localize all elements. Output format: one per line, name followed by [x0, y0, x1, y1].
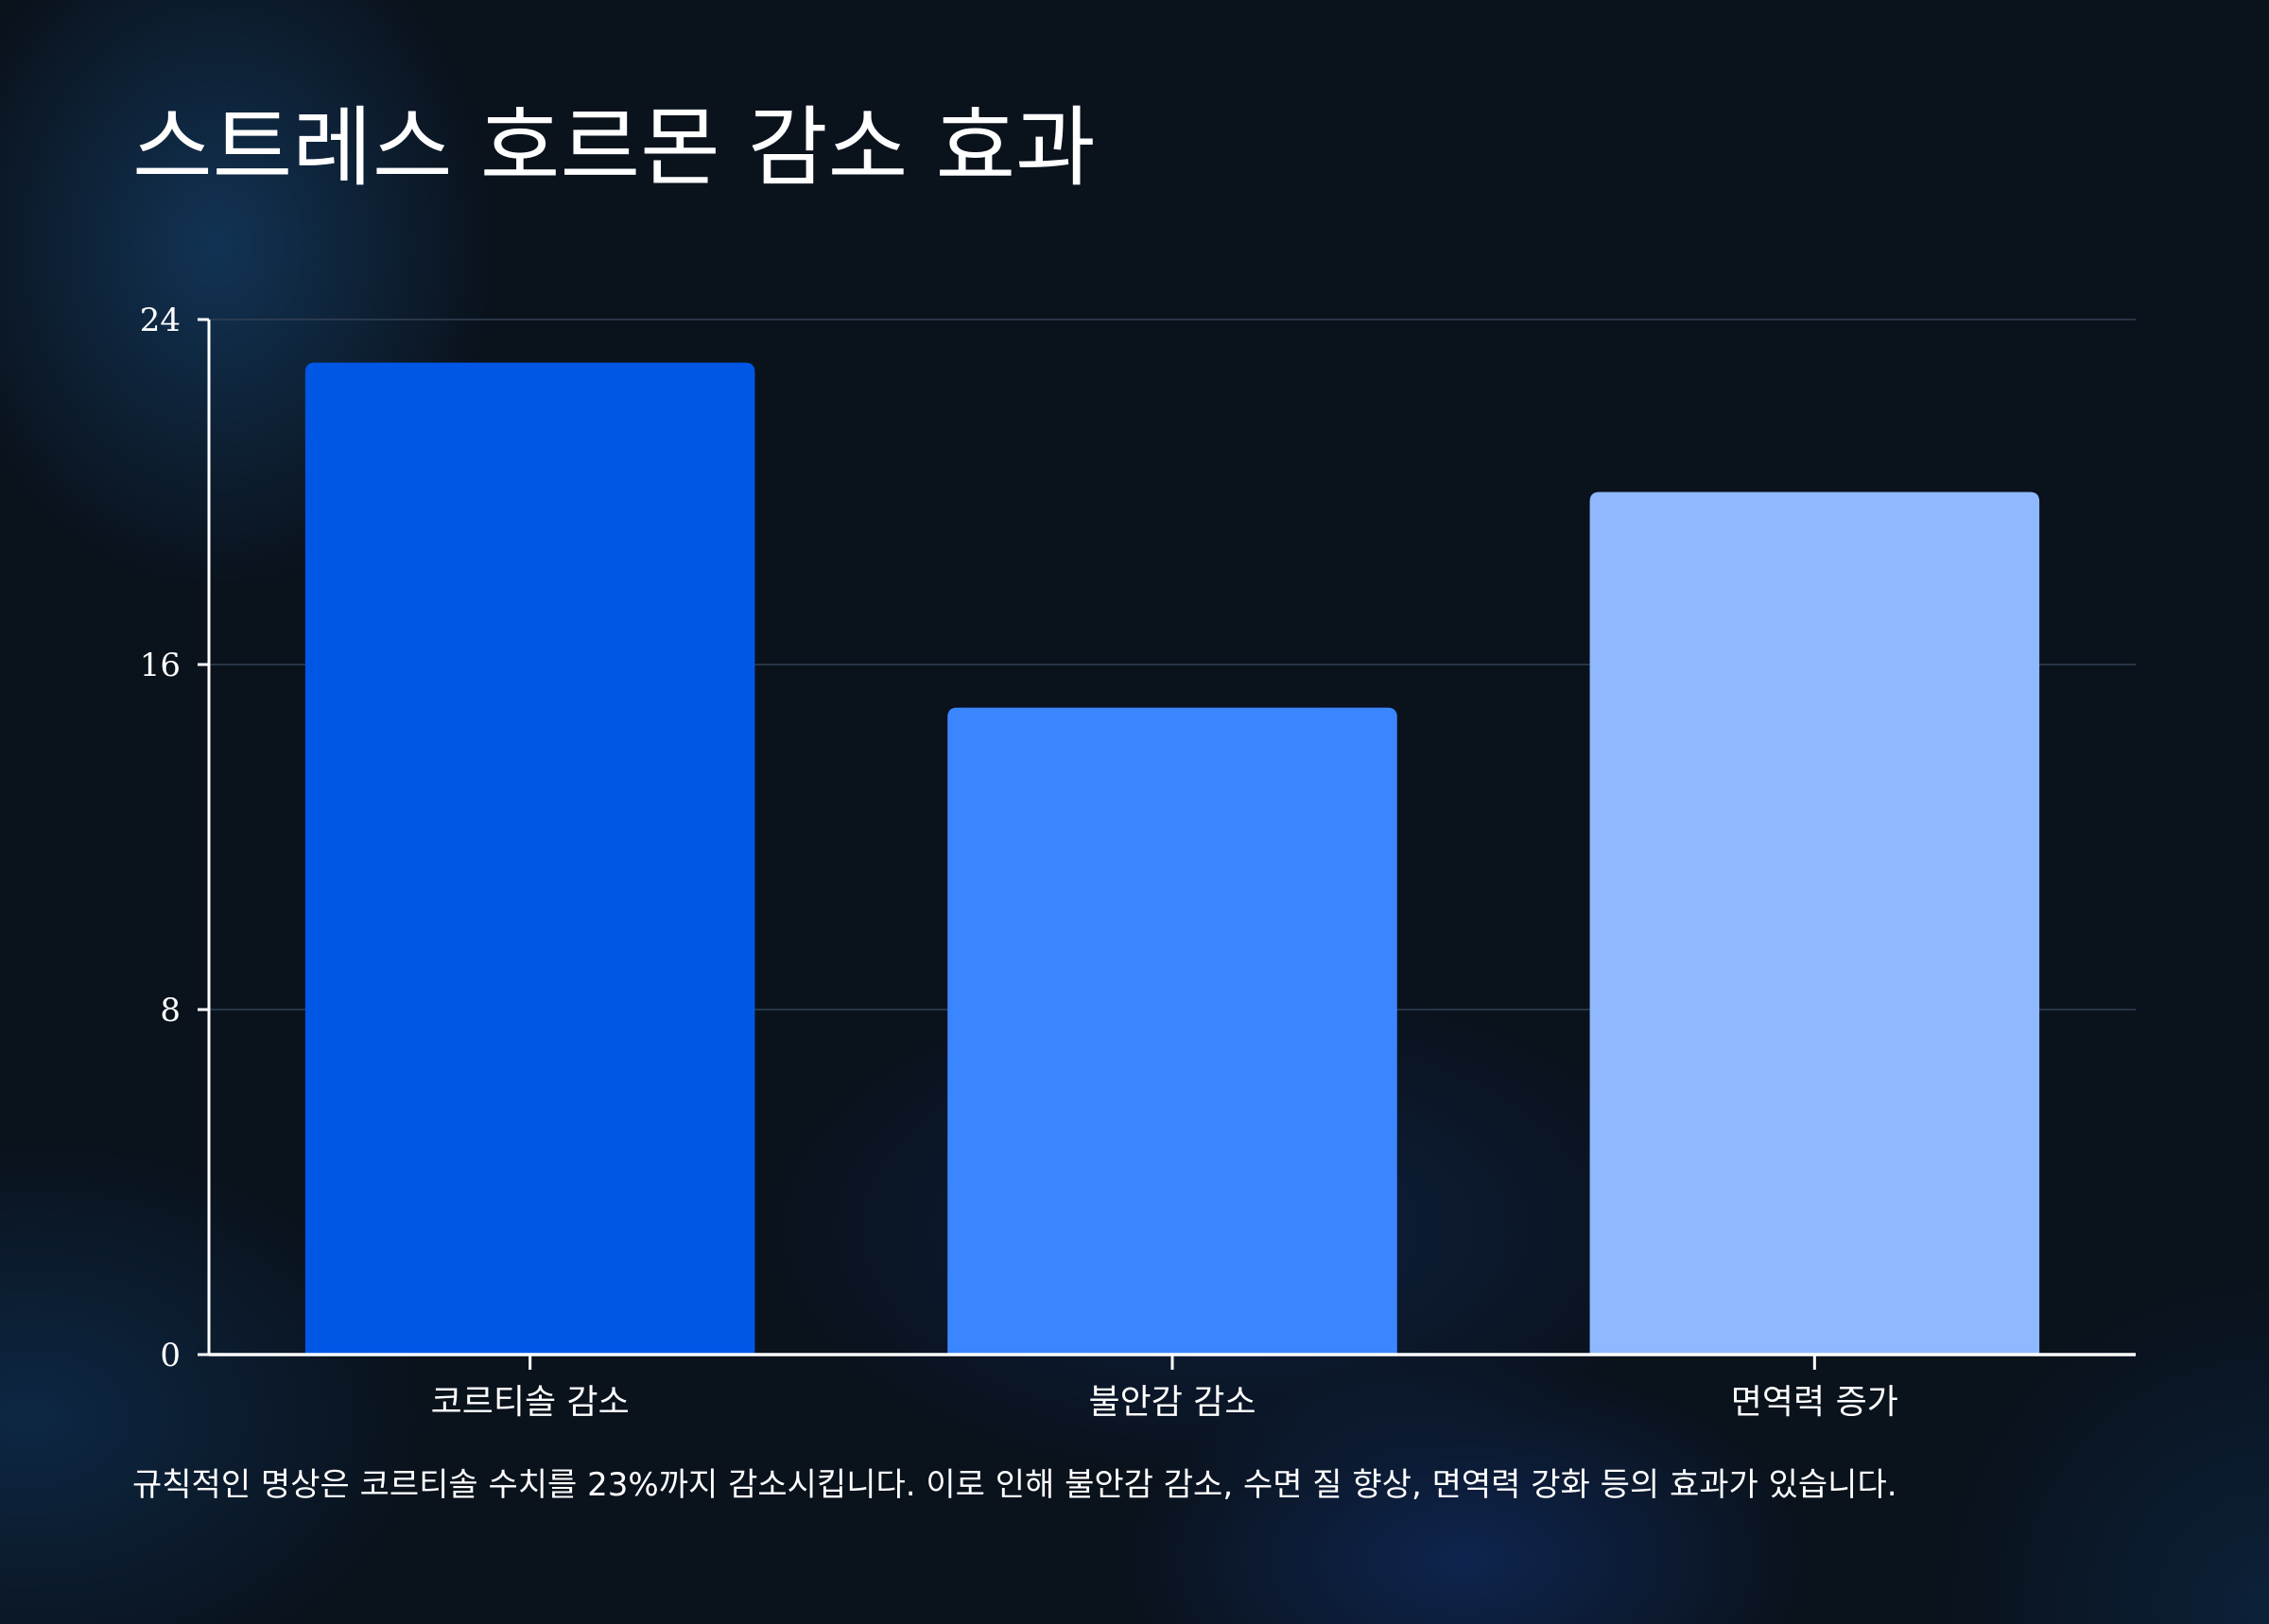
y-tick-label-16: 16: [140, 647, 181, 684]
chart-title: 스트레스 호르몬 감소 효과: [132, 97, 1096, 199]
bar-3: [1589, 492, 2040, 1355]
y-tick-label-24: 24: [140, 302, 181, 339]
bar-2: [947, 707, 1397, 1355]
x-tick-label-3: 면역력 증가: [1731, 1383, 1898, 1422]
bar-1: [304, 362, 755, 1355]
y-tick-label-0: 0: [160, 1337, 181, 1374]
tick-labels: 0 8 16 24 코르티솔 감소 불안감 감소 면역력 증가: [140, 302, 1898, 1422]
axes: [198, 318, 2136, 1370]
chart-caption: 규칙적인 명상은 코르티솔 수치를 23%까지 감소시킵니다. 이로 인해 불안…: [132, 1466, 1897, 1504]
y-tick-label-8: 8: [160, 992, 181, 1029]
x-tick-label-1: 코르티솔 감소: [431, 1383, 630, 1422]
bars: [304, 362, 2040, 1355]
x-tick-label-2: 불안감 감소: [1088, 1383, 1256, 1422]
